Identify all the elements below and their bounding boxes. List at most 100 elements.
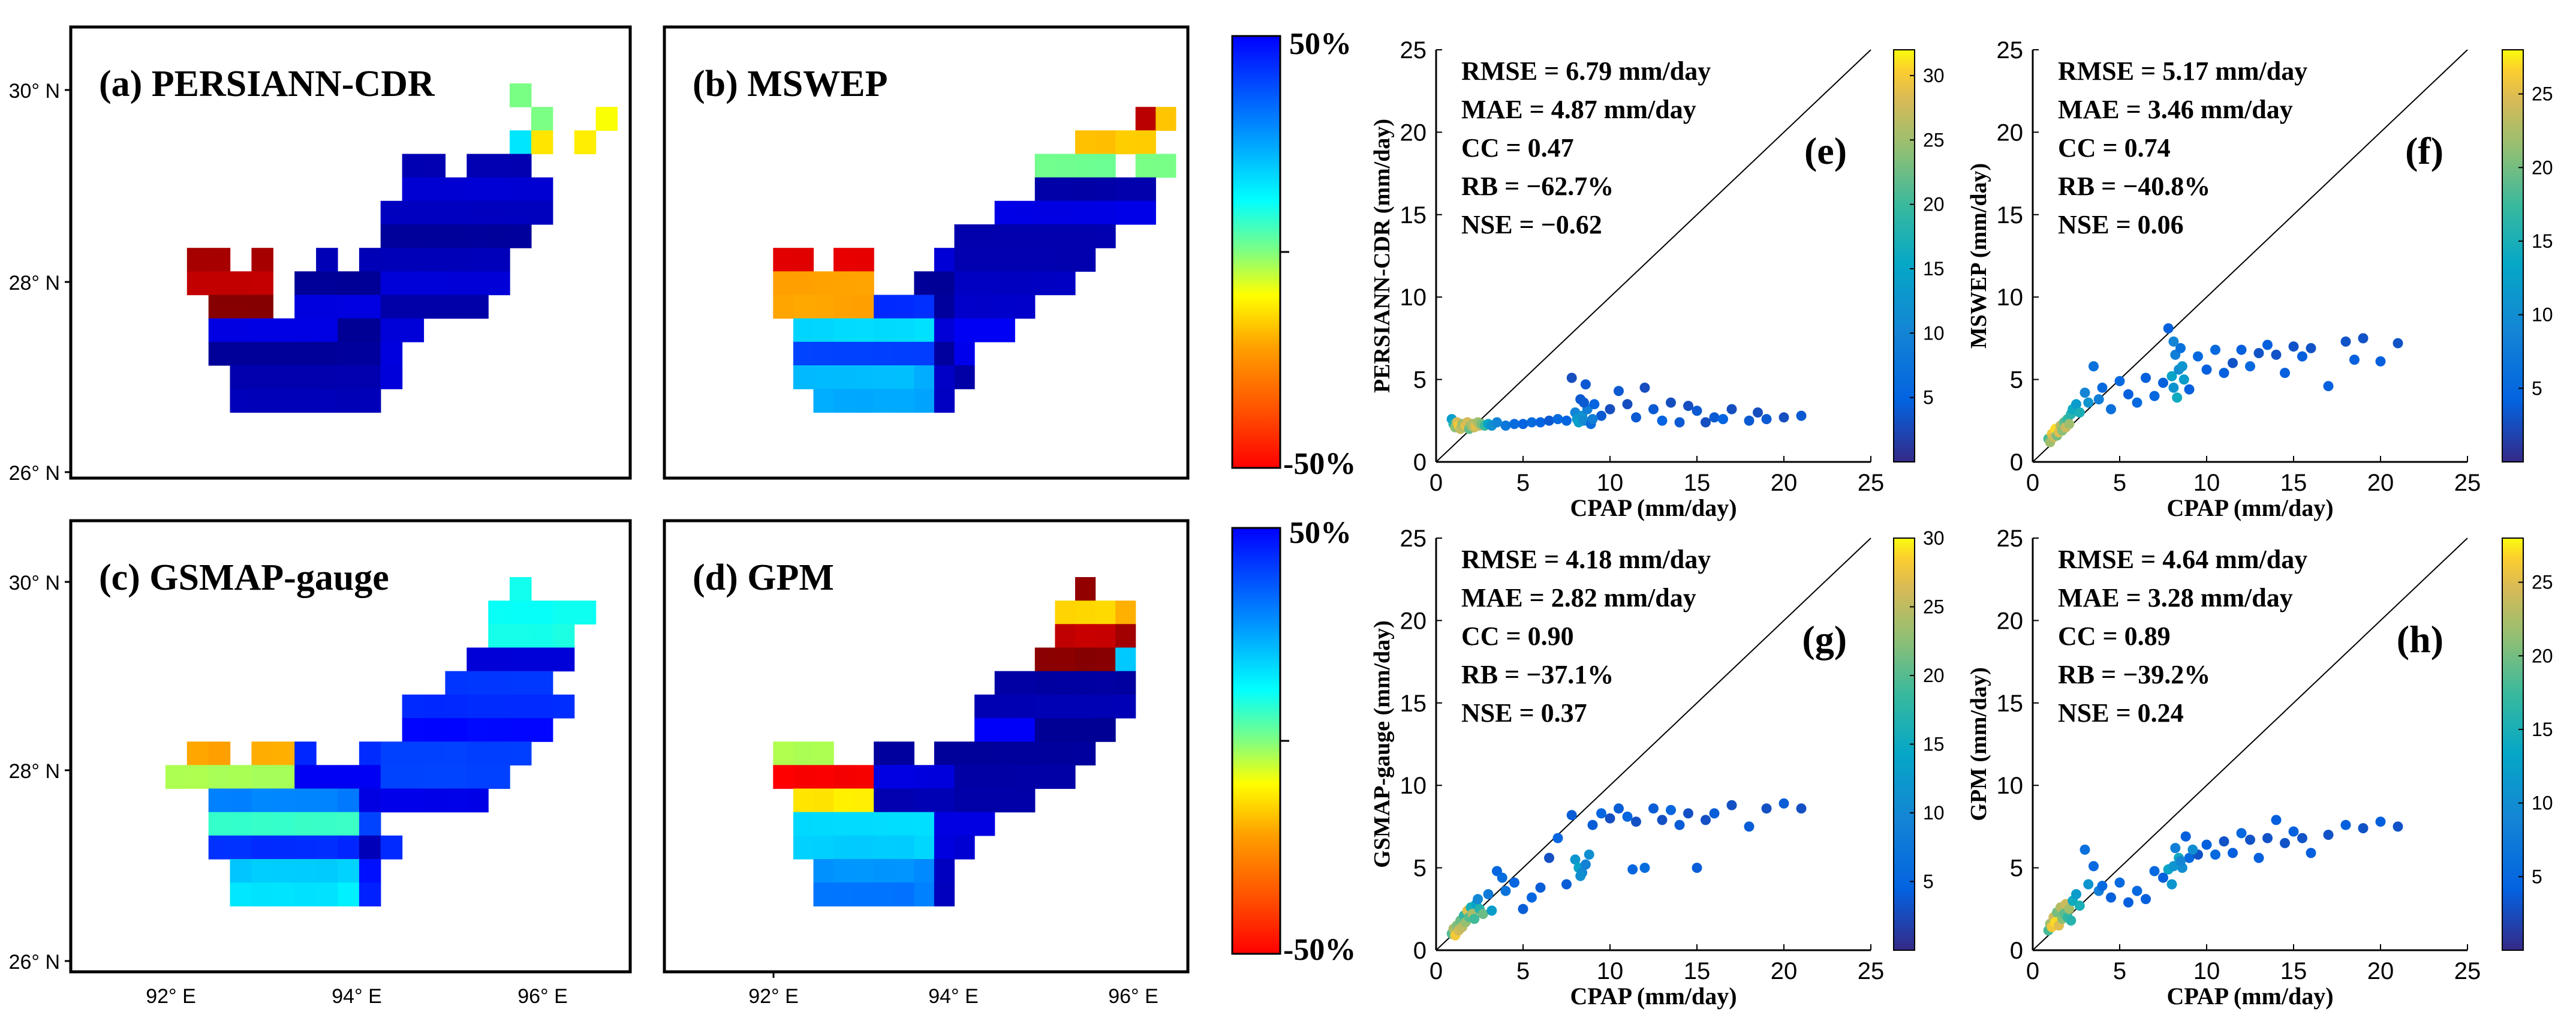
scatter-point [1726,800,1737,810]
map-cell [813,882,834,906]
map-cell [574,130,597,155]
map-cell [914,765,935,789]
map-cell [874,365,895,389]
map-cell [853,248,874,272]
map-cell [853,389,874,413]
map-cell [488,177,510,202]
colorbar [1893,49,1915,463]
y-tick-label: 10 [1400,773,1427,799]
y-tick-label: 25 [1997,525,2024,552]
scatter-point [2201,839,2212,850]
map-cell [251,248,273,272]
map-cell [773,271,794,296]
scatter-point [1666,804,1676,815]
map-cell [230,765,252,789]
map-cell [402,177,425,202]
map-cell [338,765,360,789]
scatter-point [1627,864,1638,875]
scatter-point [1614,803,1624,814]
map-cell [423,177,446,202]
map-cell [380,741,403,765]
map-cell [1034,647,1055,672]
map-cell [251,741,273,765]
x-axis-label: CPAP (mm/day) [2166,494,2333,521]
scatter-point [2271,815,2282,825]
map-cell [974,694,995,719]
colorbar-tick-label: 30 [1923,527,1945,549]
map-cell [423,200,446,225]
map-cell [874,389,895,413]
map-cell [467,154,489,178]
map-cell [1135,130,1156,155]
scatter-point [2114,376,2125,386]
scatter-point [2177,361,2187,372]
map-cell [914,788,935,813]
scatter-point [2297,351,2307,362]
map-cell [338,882,360,906]
map-cell [552,624,575,648]
scatter-point [2166,371,2177,382]
map-cell [1095,177,1116,202]
map-cell [208,248,231,272]
scatter-point [2089,861,2099,872]
map-cell [488,671,510,695]
map-cell [467,647,489,672]
map-cell [874,882,895,906]
map-cell [251,765,273,789]
scatter-point [2288,826,2299,837]
scatter-point [1483,889,1494,900]
map-cell [488,624,510,648]
scatter-point [2163,323,2174,334]
scatter-point [1622,399,1633,410]
scatter-point [1584,849,1594,860]
scatter-point [2271,349,2282,360]
map-cell [833,365,854,389]
map-cell [1135,107,1156,131]
map-cell [230,812,252,836]
map-cell [251,788,273,813]
map-cell [793,248,814,272]
y-axis-label: PERSIANN-CDR (mm/day) [1370,119,1395,393]
map-cell [1034,765,1055,789]
map-cell [510,154,532,178]
scatter-point [1566,373,1577,383]
x-axis-label: CPAP (mm/day) [2166,983,2333,1010]
map-cell [853,859,874,883]
map-cell [1095,694,1116,719]
map-cell [359,318,381,343]
y-tick-label: 20 [1997,608,2024,634]
map-cell [893,741,914,765]
map-cell [316,788,338,813]
map-cell [574,600,597,624]
map-cell [488,718,510,742]
map-cell [467,295,489,319]
scatter-point [1778,412,1789,423]
scatter-point [1518,419,1528,430]
scatter-point [1544,852,1554,863]
map-cell [402,248,425,272]
map-cell [273,389,295,413]
map-colorbar-top-max: 50% [1289,27,1352,61]
map-cell [338,341,360,366]
map-cell [230,788,252,813]
panel-tag: (f) [2405,130,2443,172]
map-cell [893,812,914,836]
map-cell [914,389,935,413]
map-cell [338,389,360,413]
map-cell [994,788,1015,813]
map-cell [338,859,360,883]
scatter-point [2228,848,2238,858]
map-cell [294,295,317,319]
scatter-point [1500,885,1511,896]
map-cell [1075,224,1096,248]
map-cell [294,341,317,366]
map-cell [230,835,252,860]
map-cell [793,365,814,389]
map-cell [488,741,510,765]
map-colorbar-top: 50% -50% [1231,27,1356,481]
scatter-point [2253,348,2264,359]
map-cell [294,271,317,296]
map-cell [773,248,794,272]
map-cell [793,295,814,319]
scatter-point [1575,870,1586,881]
